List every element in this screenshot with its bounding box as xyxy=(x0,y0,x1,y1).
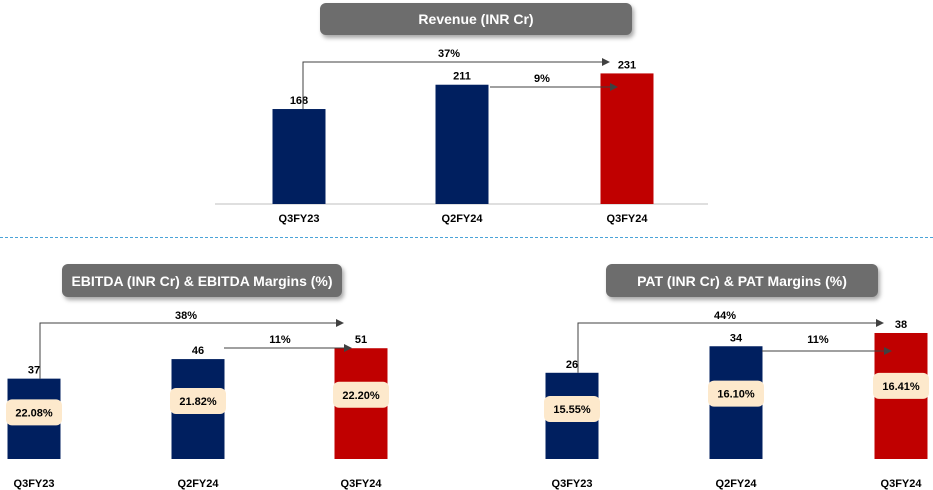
ebitda-margin-label: 21.82% xyxy=(179,396,217,408)
revenue-category-label: Q2FY24 xyxy=(442,213,484,225)
pat-category-label: Q3FY23 xyxy=(552,478,593,490)
pat-chart: 26 Q3FY23 15.55% 34 Q2FY24 16.10% 38 Q3FY24 16.4… xyxy=(544,310,929,490)
pat-margin-badge xyxy=(708,380,764,407)
pat-margin-badge xyxy=(873,372,929,399)
ebitda-growth-arrow-yoy xyxy=(39,319,344,379)
ebitda-category-label: Q3FY23 xyxy=(14,478,55,490)
revenue-bar-q3fy24 xyxy=(600,73,654,204)
pat-chart-title: PAT (INR Cr) & PAT Margins (%) xyxy=(606,264,878,297)
revenue-bar-q2fy24 xyxy=(435,84,489,204)
revenue-value-label: 231 xyxy=(618,59,636,71)
ebitda-value-label: 37 xyxy=(28,365,40,377)
ebitda-margin-label: 22.08% xyxy=(15,407,53,419)
ebitda-growth-label-yoy: 38% xyxy=(175,310,197,322)
revenue-category-label: Q3FY24 xyxy=(607,213,649,225)
ebitda-margin-badge xyxy=(6,399,62,426)
ebitda-category-label: Q3FY24 xyxy=(341,478,383,490)
ebitda-value-label: 46 xyxy=(192,345,204,357)
pat-growth-label-yoy: 44% xyxy=(714,310,736,322)
pat-category-label: Q3FY24 xyxy=(881,478,923,490)
pat-value-label: 26 xyxy=(566,359,578,371)
pat-growth-arrow-yoy xyxy=(577,319,884,373)
ebitda-growth-label-qoq: 11% xyxy=(269,334,291,346)
pat-value-label: 38 xyxy=(895,319,907,331)
revenue-chart: 168 Q3FY23 211 Q2FY24 231 Q3FY24 37% 9% xyxy=(215,48,708,225)
ebitda-margin-label: 22.20% xyxy=(342,390,380,402)
pat-growth-label-qoq: 11% xyxy=(807,334,829,346)
section-divider xyxy=(0,237,933,238)
revenue-growth-arrow-yoy xyxy=(302,58,610,110)
revenue-value-label: 168 xyxy=(290,95,308,107)
ebitda-chart-title: EBITDA (INR Cr) & EBITDA Margins (%) xyxy=(62,264,342,297)
pat-margin-label: 16.10% xyxy=(717,389,755,401)
pat-margin-label: 15.55% xyxy=(553,404,591,416)
revenue-chart-title: Revenue (INR Cr) xyxy=(320,3,632,35)
ebitda-value-label: 51 xyxy=(355,334,367,346)
revenue-category-label: Q3FY23 xyxy=(279,213,320,225)
revenue-bar-q3fy23 xyxy=(272,109,326,204)
pat-value-label: 34 xyxy=(730,332,743,344)
revenue-growth-label-qoq: 9% xyxy=(534,73,550,85)
pat-margin-label: 16.41% xyxy=(882,381,920,393)
ebitda-margin-badge xyxy=(170,388,226,415)
ebitda-category-label: Q2FY24 xyxy=(178,478,220,490)
ebitda-margin-badge xyxy=(333,381,389,408)
revenue-value-label: 211 xyxy=(453,71,471,83)
revenue-growth-label-yoy: 37% xyxy=(438,48,460,60)
pat-margin-badge xyxy=(544,395,600,422)
ebitda-chart: 37 Q3FY23 22.08% 46 Q2FY24 21.82% 51 Q3FY24 22.2… xyxy=(6,310,389,490)
pat-category-label: Q2FY24 xyxy=(716,478,758,490)
